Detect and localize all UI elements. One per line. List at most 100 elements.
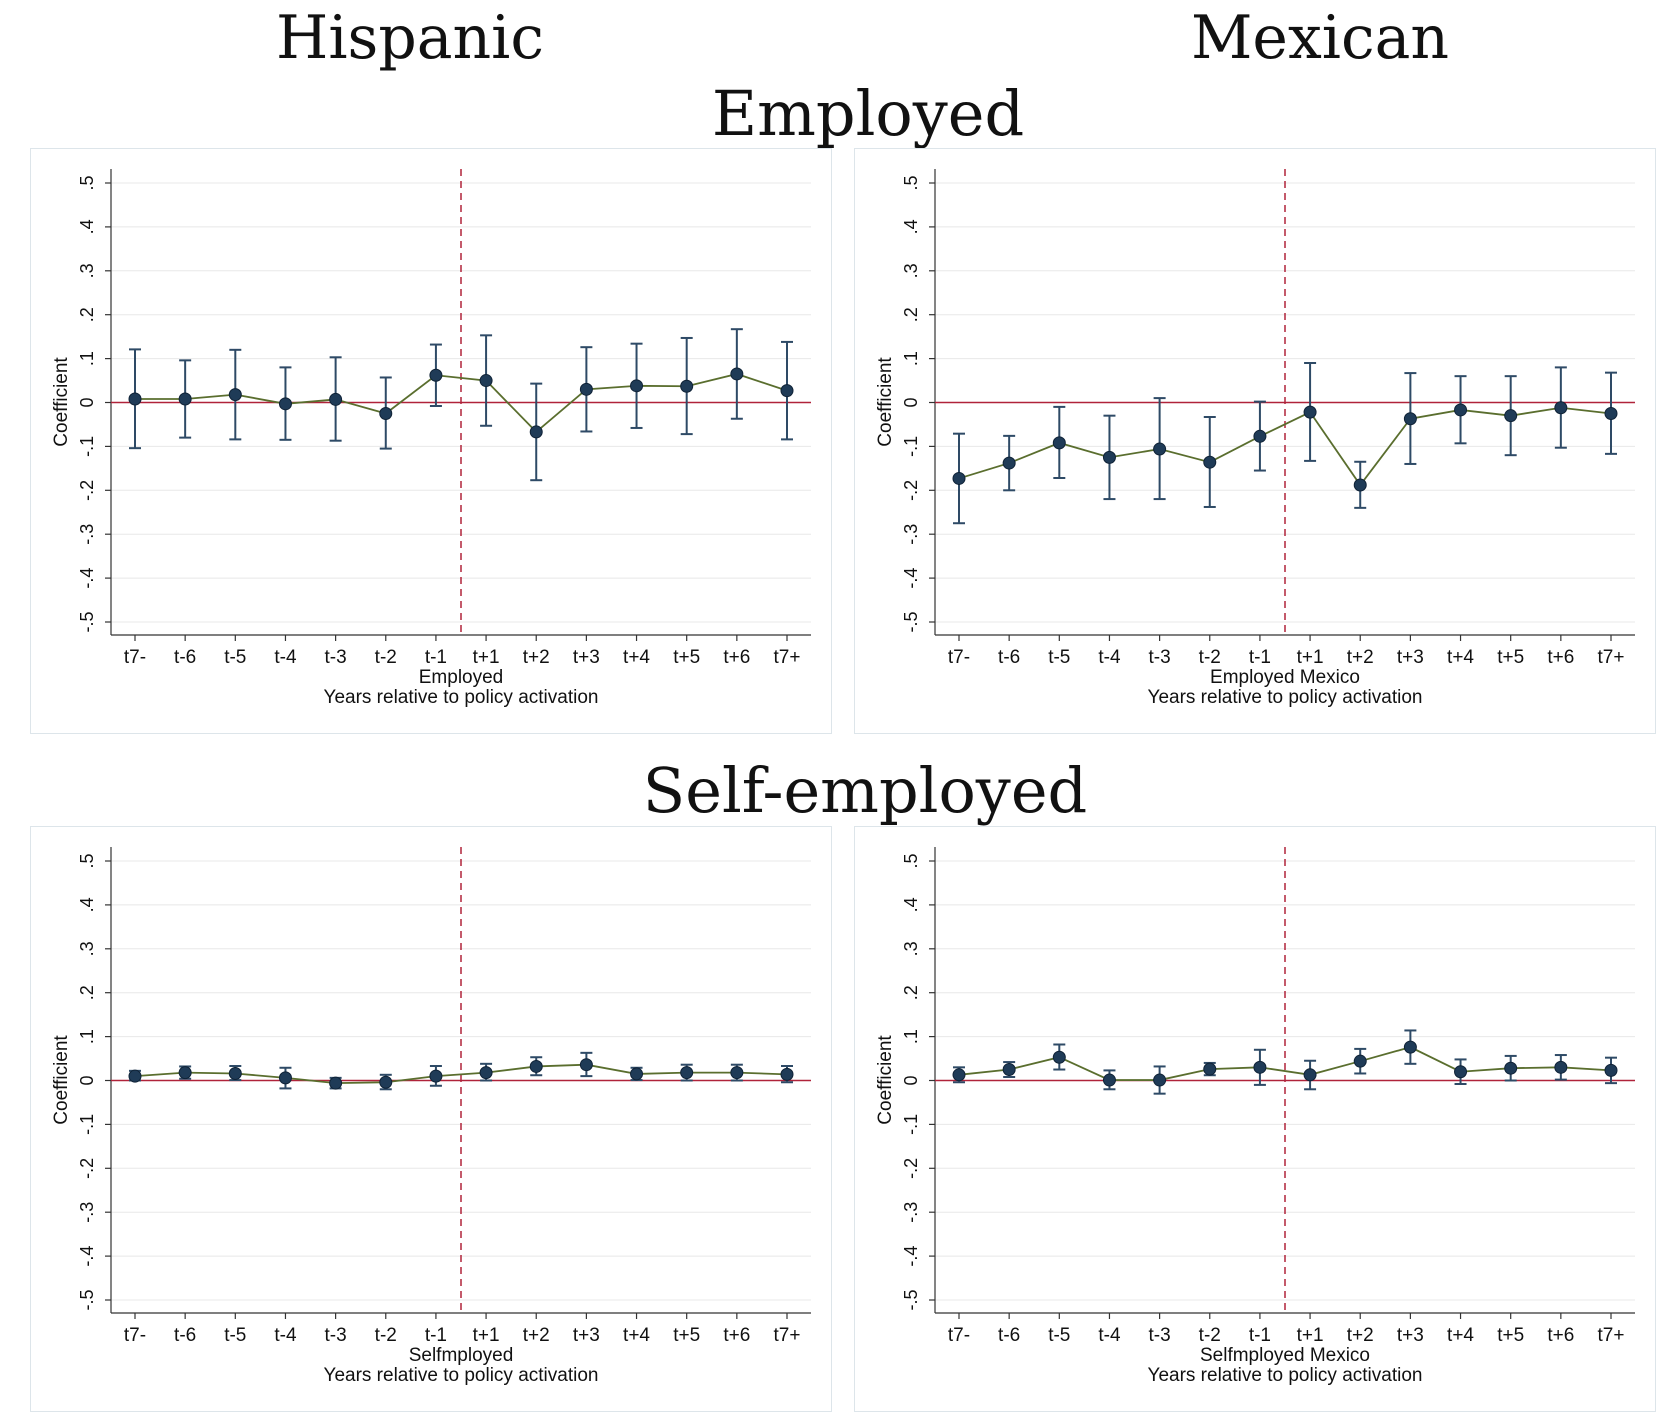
data-point	[1052, 436, 1066, 450]
x-tick-label: t-5	[224, 647, 246, 668]
y-tick-label: -.3	[901, 524, 921, 545]
y-tick-label: .1	[901, 1029, 921, 1044]
data-point	[228, 388, 242, 402]
data-point	[429, 368, 443, 382]
data-point	[579, 382, 593, 396]
x-tick-label: t+2	[1347, 1325, 1374, 1346]
data-point	[1153, 1073, 1167, 1087]
y-axis-label: Coefficient	[875, 357, 896, 447]
data-point	[1454, 403, 1468, 417]
data-point	[1604, 406, 1618, 420]
data-point	[479, 1066, 493, 1080]
data-point	[178, 1066, 192, 1080]
chart-panel-selfemployed-hispanic: -.5 -.4 -.3 -.2 -.1 0 .1 .2 .3 .4 .5 Coefficient t7-…	[30, 826, 832, 1412]
x-tick-label: t7-	[124, 1325, 146, 1346]
x-tick-label: t-1	[1249, 1325, 1271, 1346]
x-tick-label: t+6	[1547, 1325, 1574, 1346]
data-point	[1403, 1040, 1417, 1054]
x-tick-label: t-6	[998, 647, 1020, 668]
data-point	[680, 1066, 694, 1080]
x-tick-label: t-6	[998, 1325, 1020, 1346]
y-tick-label: .5	[901, 853, 921, 868]
series-line	[958, 406, 1612, 487]
chart-panel-selfemployed-mexican: -.5 -.4 -.3 -.2 -.1 0 .1 .2 .3 .4 .5 Coefficient t7-…	[854, 826, 1656, 1412]
x-tick-label: t-1	[425, 647, 447, 668]
y-tick-label: .2	[901, 307, 921, 322]
data-point	[479, 374, 493, 388]
chart-svg: -.5 -.4 -.3 -.2 -.1 0 .1 .2 .3 .4 .5 Coefficient t7-…	[875, 847, 1635, 1386]
y-tick-label: .3	[77, 941, 97, 956]
y-tick-label: .2	[901, 985, 921, 1000]
x-axis-sublabel: Years relative to policy activation	[324, 1365, 599, 1386]
x-tick-label: t+4	[623, 647, 650, 668]
y-tick-label: -.2	[901, 1158, 921, 1179]
data-point	[329, 392, 343, 406]
y-tick-label: -.2	[901, 480, 921, 501]
x-tick-label: t+2	[523, 647, 550, 668]
y-tick-label: -.4	[77, 568, 97, 589]
x-tick-label: t+4	[1447, 647, 1474, 668]
x-tick-label: t+6	[1547, 647, 1574, 668]
x-tick-label: t7-	[124, 647, 146, 668]
x-tick-label: t+3	[573, 647, 600, 668]
y-tick-label: -.1	[77, 1114, 97, 1135]
x-tick-label: t-6	[174, 1325, 196, 1346]
x-axis-sublabel: Years relative to policy activation	[1148, 1365, 1423, 1386]
y-axis-label: Coefficient	[51, 357, 72, 447]
data-point	[379, 1075, 393, 1089]
x-tick-label: t-2	[375, 1325, 397, 1346]
y-tick-label: .4	[77, 219, 97, 234]
x-tick-label: t-1	[1249, 647, 1271, 668]
data-point	[429, 1069, 443, 1083]
x-tick-label: t-2	[1199, 1325, 1221, 1346]
chart-svg: -.5 -.4 -.3 -.2 -.1 0 .1 .2 .3 .4 .5 Coefficient t7-…	[875, 169, 1635, 708]
row-heading-employed: Employed	[711, 77, 1025, 150]
x-axis-label: Selfmployed Mexico	[1200, 1345, 1370, 1366]
data-point	[680, 379, 694, 393]
x-tick-label: t+1	[473, 1325, 500, 1346]
x-axis-sublabel: Years relative to policy activation	[1148, 687, 1423, 708]
x-tick-label: t+1	[1297, 1325, 1324, 1346]
x-tick-label: t-3	[1149, 1325, 1171, 1346]
data-point	[1253, 1060, 1267, 1074]
data-point	[1353, 1054, 1367, 1068]
data-point	[780, 384, 794, 398]
y-tick-label: 0	[901, 397, 921, 407]
y-tick-label: .2	[77, 307, 97, 322]
data-point	[780, 1067, 794, 1081]
data-point	[1002, 456, 1016, 470]
data-point	[178, 392, 192, 406]
column-heading-hispanic: Hispanic	[276, 3, 544, 73]
y-tick-label: -.4	[901, 568, 921, 589]
data-point	[1353, 478, 1367, 492]
data-point	[730, 367, 744, 381]
x-tick-label: t+5	[673, 1325, 700, 1346]
x-tick-label: t7+	[1598, 647, 1625, 668]
x-tick-label: t+1	[1297, 647, 1324, 668]
data-point	[1554, 1060, 1568, 1074]
data-point	[1554, 401, 1568, 415]
x-tick-label: t+6	[723, 647, 750, 668]
data-point	[1102, 450, 1116, 464]
y-tick-label: .5	[77, 853, 97, 868]
y-tick-label: -.5	[901, 1289, 921, 1310]
data-point	[1604, 1063, 1618, 1077]
data-point	[1504, 409, 1518, 423]
x-tick-label: t-6	[174, 647, 196, 668]
y-axis-label: Coefficient	[51, 1035, 72, 1125]
y-tick-label: -.2	[77, 1158, 97, 1179]
y-tick-label: .3	[77, 263, 97, 278]
x-tick-label: t7-	[948, 1325, 970, 1346]
x-tick-label: t+4	[623, 1325, 650, 1346]
y-tick-label: -.5	[901, 611, 921, 632]
data-point	[1102, 1073, 1116, 1087]
x-axis-label: Selfmployed	[409, 1345, 514, 1366]
x-tick-label: t+2	[523, 1325, 550, 1346]
x-tick-label: t-4	[1098, 1325, 1121, 1346]
x-axis-sublabel: Years relative to policy activation	[324, 687, 599, 708]
y-tick-label: -.5	[77, 611, 97, 632]
x-tick-label: t+4	[1447, 1325, 1474, 1346]
y-tick-label: -.2	[77, 480, 97, 501]
x-tick-label: t+5	[673, 647, 700, 668]
x-tick-label: t7-	[948, 647, 970, 668]
